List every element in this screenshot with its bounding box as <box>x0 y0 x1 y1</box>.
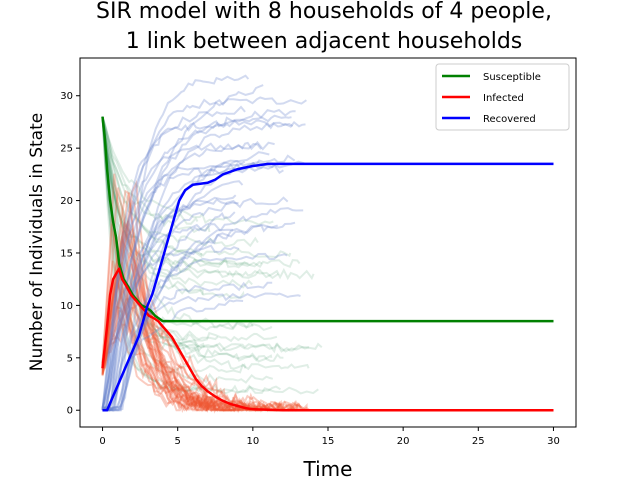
sample-trajectory-s29 <box>101 116 301 268</box>
sample-trajectory-r24 <box>102 252 288 413</box>
sample-trajectory-r10 <box>102 194 237 412</box>
sample-trajectory-s1 <box>101 116 323 353</box>
sample-trajectory-i24 <box>101 292 304 413</box>
x-tick-label: 20 <box>397 436 410 447</box>
y-tick-label: 25 <box>60 144 73 155</box>
x-tick-label: 15 <box>322 436 335 447</box>
sample-trajectory-s6 <box>101 116 274 226</box>
sample-trajectory-r20 <box>102 211 236 412</box>
sample-trajectory-i15 <box>101 260 252 413</box>
sample-trajectory-i28 <box>101 220 257 411</box>
sample-trajectory-s11 <box>101 116 274 384</box>
series-line-recovered <box>102 162 554 412</box>
sample-trajectory-i14 <box>101 286 307 414</box>
sample-trajectory-r16 <box>102 121 294 412</box>
sample-trajectory-i21 <box>101 251 232 412</box>
sample-trajectory-r19 <box>101 180 244 411</box>
sample-trajectory-s8 <box>101 116 253 289</box>
x-tick-label: 30 <box>547 436 560 447</box>
sample-trajectory-s22 <box>101 116 247 370</box>
sample-trajectory-i5 <box>101 292 229 413</box>
sample-trajectory-s3 <box>101 116 211 234</box>
legend: Susceptible Infected Recovered <box>435 63 570 131</box>
y-tick-label: 20 <box>60 196 73 207</box>
sample-trajectory-s27 <box>101 116 310 354</box>
sample-trajectory-s18 <box>101 116 278 343</box>
sample-trajectory-i18 <box>101 223 313 412</box>
sample-trajectory-s23 <box>101 116 315 281</box>
legend-label-recovered: Recovered <box>483 114 536 125</box>
sample-trajectory-i1 <box>101 292 300 412</box>
sample-trajectories <box>101 74 323 414</box>
sample-trajectory-r29 <box>101 119 306 408</box>
sample-trajectory-r11 <box>101 281 273 412</box>
chart-title-line1: SIR model with 8 households of 4 people, <box>96 0 552 24</box>
sample-trajectory-s2 <box>101 116 273 363</box>
x-tick-label: 25 <box>472 436 485 447</box>
sample-trajectory-r12 <box>102 154 296 412</box>
sample-trajectory-s21 <box>101 116 282 395</box>
y-axis-ticks: 0 5 10 15 20 25 30 <box>60 91 80 417</box>
sample-trajectory-i20 <box>102 263 232 412</box>
sample-trajectory-r15 <box>102 151 270 412</box>
sample-trajectory-s26 <box>101 116 204 295</box>
sample-trajectory-i11 <box>101 279 237 412</box>
sample-trajectory-s14 <box>101 116 245 299</box>
sample-trajectory-s20 <box>101 116 259 248</box>
sample-trajectory-i23 <box>101 179 214 412</box>
legend-label-infected: Infected <box>483 93 524 104</box>
sample-trajectory-r27 <box>101 159 277 411</box>
sample-trajectory-r5 <box>102 244 240 412</box>
y-tick-label: 0 <box>67 406 73 417</box>
y-tick-label: 10 <box>60 301 73 312</box>
x-axis-ticks: 0 5 10 15 20 25 30 <box>99 427 560 447</box>
sample-trajectory-r0 <box>102 221 296 412</box>
sample-trajectory-s17 <box>101 116 200 348</box>
sample-trajectory-r14 <box>101 164 284 411</box>
y-axis-title: Number of Individuals in State <box>27 113 47 371</box>
sample-trajectory-s28 <box>101 116 263 269</box>
sample-trajectory-s24 <box>101 116 198 394</box>
sample-trajectory-s5 <box>101 116 249 269</box>
sample-trajectory-s0 <box>101 116 279 280</box>
chart-title-line2: 1 link between adjacent households <box>126 29 523 54</box>
sample-trajectory-i9 <box>101 227 220 411</box>
x-tick-label: 5 <box>175 436 181 447</box>
sample-trajectory-r4 <box>101 108 296 411</box>
sample-trajectory-r22 <box>101 142 262 410</box>
sample-trajectory-r17 <box>102 140 275 412</box>
sample-trajectory-r8 <box>101 114 292 411</box>
sample-trajectory-s12 <box>101 116 310 374</box>
sample-trajectory-i13 <box>101 273 213 411</box>
x-axis-title: Time <box>303 457 353 480</box>
sample-trajectory-r18 <box>101 84 264 409</box>
x-tick-label: 10 <box>246 436 259 447</box>
sample-trajectory-s9 <box>101 116 203 259</box>
sample-trajectory-r6 <box>102 223 234 412</box>
sample-trajectory-s16 <box>101 116 254 331</box>
sample-trajectory-i27 <box>101 187 210 411</box>
sample-trajectory-i19 <box>101 220 250 412</box>
sample-trajectory-r28 <box>102 224 279 412</box>
sample-trajectory-r21 <box>101 292 301 412</box>
legend-box <box>435 63 570 131</box>
y-tick-label: 30 <box>60 91 73 102</box>
sample-trajectory-r13 <box>101 160 246 411</box>
sample-trajectory-i12 <box>101 281 215 412</box>
sample-trajectory-s10 <box>101 116 292 259</box>
y-tick-label: 5 <box>67 353 73 364</box>
sample-trajectory-r26 <box>102 198 239 412</box>
sample-trajectory-i17 <box>101 189 311 413</box>
sample-trajectory-s25 <box>101 116 199 225</box>
x-tick-label: 0 <box>99 436 105 447</box>
y-tick-label: 15 <box>60 248 73 259</box>
legend-label-susceptible: Susceptible <box>483 72 541 83</box>
sample-trajectory-i6 <box>101 301 260 412</box>
series-lines <box>101 116 554 412</box>
sample-trajectory-r1 <box>101 105 246 409</box>
sample-trajectory-r7 <box>102 96 307 412</box>
series-line-infected <box>101 267 554 412</box>
